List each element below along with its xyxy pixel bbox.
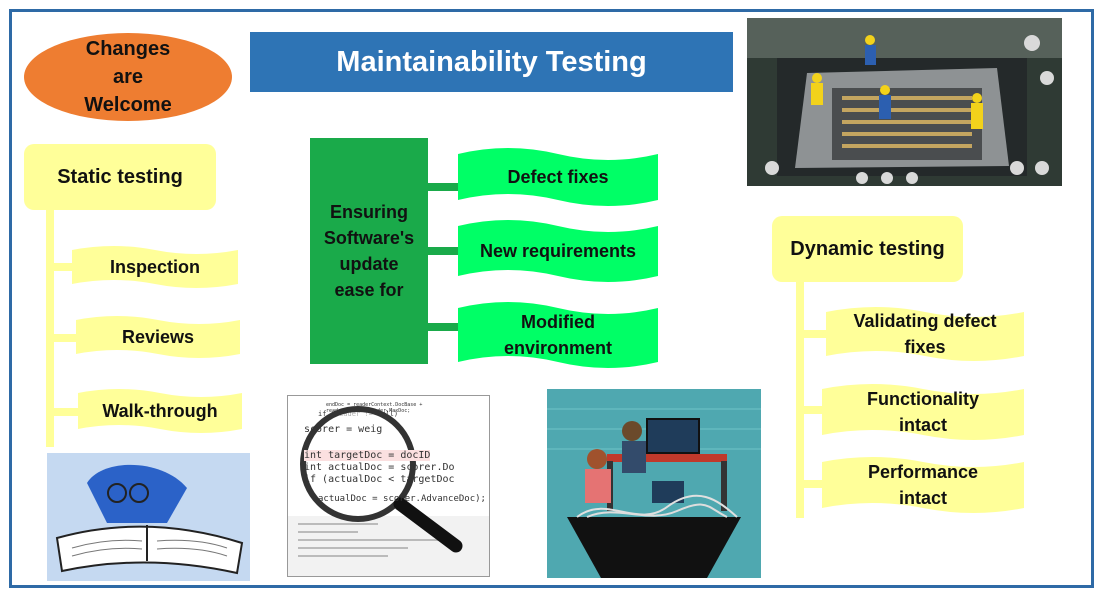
static-item-reviews: Reviews <box>76 314 240 360</box>
code-inspection-image: endDoc = readerContext.DocBase + readerC… <box>287 395 490 577</box>
reading-book-cartoon-image <box>47 453 250 581</box>
static-item-inspection: Inspection <box>72 244 238 290</box>
oval-line-1: Changes <box>85 38 171 60</box>
target-label: New requirements <box>479 240 637 261</box>
code-line: int actualDoc = scorer.Do <box>304 462 455 473</box>
code-line: if (actualDoc < targetDoc <box>304 474 455 485</box>
dynamic-item-performance: Performance intact <box>822 455 1024 515</box>
target-modified-environment: Modified environment <box>458 300 658 370</box>
dynamic-connector-1 <box>804 330 830 338</box>
dynamic-item-line: fixes <box>904 337 946 357</box>
developers-at-desk-image <box>547 389 761 578</box>
target-new-requirements: New requirements <box>458 218 658 284</box>
dynamic-item-line: intact <box>898 488 947 508</box>
dynamic-item-line: Functionality <box>867 389 979 409</box>
target-label: Defect fixes <box>507 166 609 187</box>
dynamic-testing-box: Dynamic testing <box>772 216 963 282</box>
target-defect-fixes: Defect fixes <box>458 146 658 208</box>
dynamic-item-line: Performance <box>867 462 979 482</box>
code-line: actualDoc = scorer.AdvanceDoc); <box>318 494 486 504</box>
dynamic-item-line: Validating defect <box>853 311 997 331</box>
center-line: Ensuring <box>329 202 408 222</box>
static-testing-box: Static testing <box>24 144 216 210</box>
arrow-new-requirements <box>428 240 473 262</box>
dynamic-connector-3 <box>804 480 826 488</box>
center-line: Software's <box>323 228 415 248</box>
center-line: ease for <box>334 280 404 300</box>
dynamic-branch-line <box>796 280 804 518</box>
changes-welcome-oval: Changes are Welcome <box>24 33 232 121</box>
dynamic-item-functionality: Functionality intact <box>822 382 1024 442</box>
target-label: Modified environment <box>503 312 613 358</box>
code-line: scorer = weig <box>304 424 383 435</box>
workers-on-cpu-socket-image <box>747 18 1062 186</box>
static-branch-line <box>46 205 54 447</box>
oval-line-3: Welcome <box>84 94 172 116</box>
arrow-defect-fixes <box>428 176 473 198</box>
oval-line-2: are <box>112 66 143 88</box>
ensuring-update-ease-box: Ensuring Software's update ease for <box>310 138 428 364</box>
static-connector-2 <box>54 334 76 342</box>
static-item-label: Reviews <box>121 326 195 347</box>
dynamic-item-line: intact <box>898 415 947 435</box>
center-line: update <box>339 254 399 274</box>
static-item-walkthrough: Walk-through <box>78 387 242 435</box>
static-item-label: Inspection <box>109 256 200 277</box>
static-connector-3 <box>54 408 80 416</box>
static-item-label: Walk-through <box>102 400 218 421</box>
dynamic-item-validating: Validating defect fixes <box>826 305 1024 363</box>
diagram-frame <box>9 9 1094 588</box>
dynamic-connector-2 <box>804 406 826 414</box>
static-connector-1 <box>54 263 76 271</box>
arrow-modified-environment <box>428 316 473 338</box>
code-line: int targetDoc = docID <box>304 450 431 461</box>
page-title: Maintainability Testing <box>250 32 733 92</box>
